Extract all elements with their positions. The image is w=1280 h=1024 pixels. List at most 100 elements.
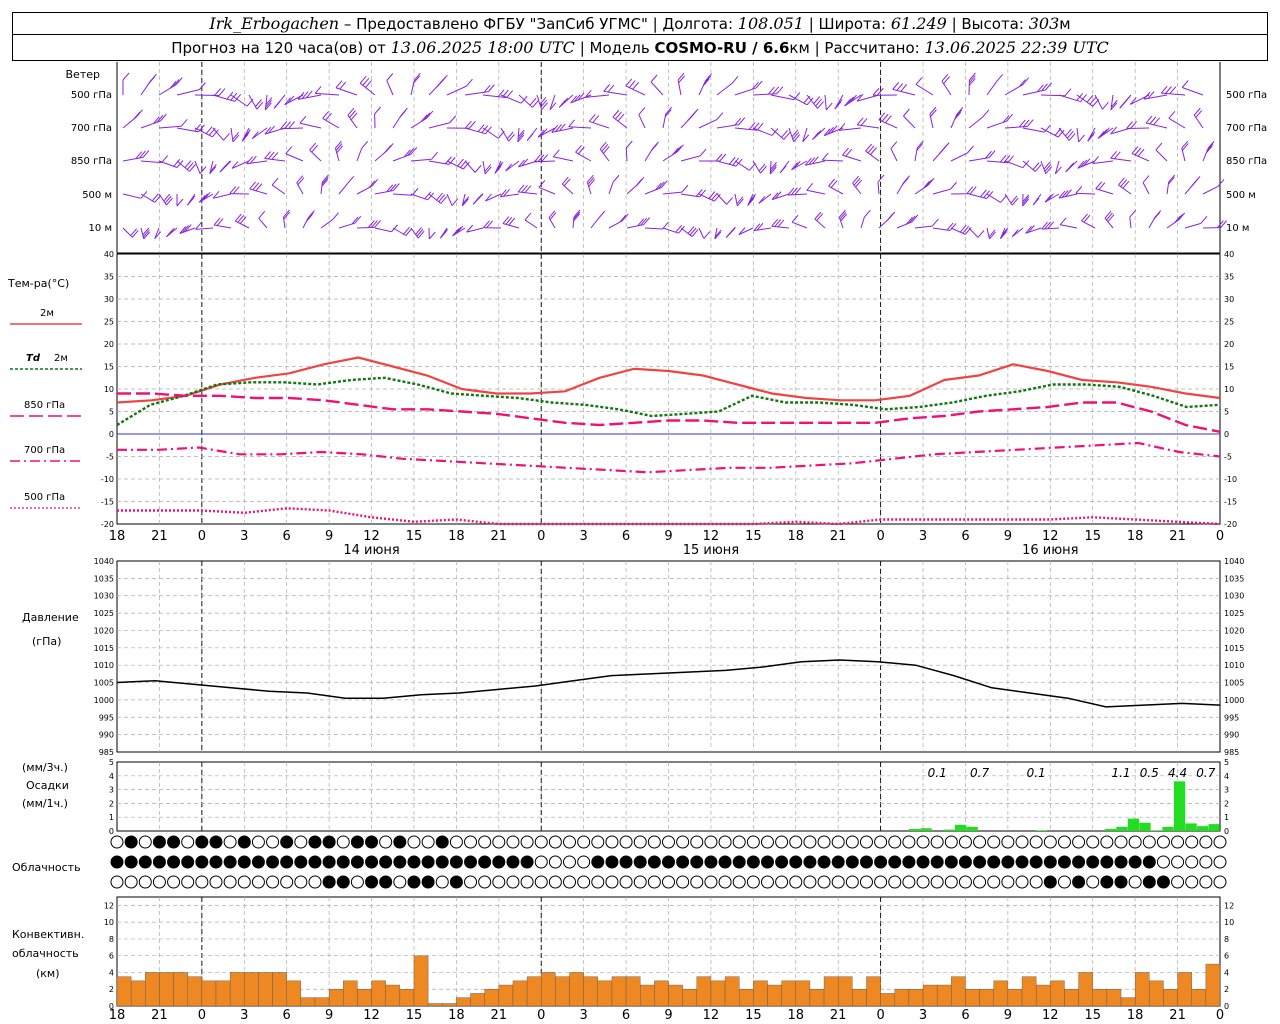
wind-barb-feather xyxy=(234,94,242,102)
pressure-ytick-right: 1020 xyxy=(1224,626,1244,635)
wind-barb xyxy=(1041,227,1060,230)
wind-barb-feather xyxy=(142,227,150,236)
wind-barb-feather xyxy=(923,181,930,189)
wind-barb-feather xyxy=(1047,193,1054,202)
wind-barb xyxy=(1143,94,1168,100)
model-label: | Модель xyxy=(574,38,655,57)
wind-barb xyxy=(625,147,628,162)
temp-ytick-left: 0 xyxy=(109,430,114,439)
wind-barb-feather xyxy=(239,216,247,224)
cloud-icon xyxy=(1043,875,1057,889)
wind-barb-feather xyxy=(1095,181,1103,190)
wind-barb-feather xyxy=(1081,213,1088,222)
cloud-icon xyxy=(1142,875,1156,889)
cloud-icon xyxy=(237,855,251,869)
precip-bar xyxy=(1196,826,1209,831)
wind-barb xyxy=(788,94,808,106)
cloud-icon xyxy=(209,835,223,849)
cloud-icon xyxy=(1156,875,1170,889)
wind-barb-feather xyxy=(814,130,822,138)
xtick-label: 12 xyxy=(703,1008,720,1023)
cloud-icon xyxy=(647,835,661,849)
wind-barb-feather xyxy=(769,166,777,175)
wind-barb-feather xyxy=(906,216,913,225)
wind-barb-feather xyxy=(625,140,633,149)
legend-t850-label: 850 гПа xyxy=(24,400,65,411)
cloud-icon xyxy=(803,855,817,869)
conv-bar xyxy=(1092,989,1108,1007)
wind-barb-feather xyxy=(771,218,778,227)
wind-barb xyxy=(828,185,844,195)
wind-barb-feather xyxy=(335,143,343,151)
pressure-ytick-right: 1005 xyxy=(1224,679,1244,688)
wind-barb-feather xyxy=(237,214,245,223)
wind-barb xyxy=(158,193,167,206)
wind-barb xyxy=(212,193,232,199)
wind-barb-feather xyxy=(1131,146,1139,154)
cloud-icon xyxy=(831,855,845,869)
cloud-icon xyxy=(124,855,138,869)
wind-barb-feather xyxy=(1165,86,1172,94)
cloud-icon xyxy=(421,855,435,869)
wind-barb xyxy=(753,227,772,232)
wind-barb-feather xyxy=(413,72,421,81)
temp-ytick-right: 30 xyxy=(1224,295,1234,304)
cloud-icon xyxy=(930,855,944,869)
wind-barb-feather xyxy=(726,197,733,205)
wind-barb-feather xyxy=(664,109,672,117)
wind-barb-feather xyxy=(748,122,756,130)
cloud-icon xyxy=(506,875,520,889)
wind-barb xyxy=(806,94,818,109)
wind-barb-feather xyxy=(454,227,462,235)
wind-barb-feather xyxy=(265,97,273,105)
wind-barb xyxy=(235,220,250,229)
cloud-icon xyxy=(365,835,379,849)
wind-barb-feather xyxy=(549,212,557,220)
wind-barb-feather xyxy=(770,161,777,170)
cloud-icon xyxy=(916,835,930,849)
provider-lon-label: – Предоставлено ФГБУ "ЗапСиб УГМС" | Дол… xyxy=(339,14,738,33)
wind-barb-feather xyxy=(1041,83,1048,92)
wind-barb xyxy=(1094,94,1103,110)
xtick-label: 0 xyxy=(1216,529,1224,544)
xtick-label: 18 xyxy=(1127,1008,1144,1023)
wind-barb-feather xyxy=(431,151,438,160)
precip-bar xyxy=(966,826,978,831)
wind-barb xyxy=(299,122,322,129)
cloud-icon xyxy=(1171,875,1185,889)
wind-barb-feather xyxy=(977,230,985,238)
wind-barb-feather xyxy=(314,86,322,94)
conv-bar xyxy=(1205,963,1221,1007)
wind-barb xyxy=(1142,182,1150,195)
cloud-icon xyxy=(350,855,364,869)
cloud-icon xyxy=(209,855,223,869)
conv-bar xyxy=(300,997,316,1007)
wind-barb xyxy=(176,89,200,96)
wind-barb-feather xyxy=(772,86,779,95)
wind-barb-feather xyxy=(1059,217,1067,226)
cloud-icon xyxy=(732,835,746,849)
wind-barb-feather xyxy=(719,153,727,162)
wind-barb-feather xyxy=(299,115,307,124)
wind-barb-feather xyxy=(428,231,436,240)
cloud-icon xyxy=(1114,855,1128,869)
conv-bar xyxy=(116,976,132,1007)
wind-barb-feather xyxy=(255,183,263,192)
cloud-icon xyxy=(874,855,888,869)
wind-barb xyxy=(518,191,538,195)
wind-barb-feather xyxy=(758,163,766,172)
longitude-value: 108.051 xyxy=(737,14,804,33)
cloud-icon xyxy=(690,835,704,849)
pressure-ytick-left: 1005 xyxy=(94,679,114,688)
cloud-icon xyxy=(152,835,166,849)
wind-barb-feather xyxy=(771,192,779,200)
conv-bar xyxy=(852,989,867,1007)
conv-ytick-left: 2 xyxy=(109,985,114,994)
xtick-label: 3 xyxy=(240,1008,248,1023)
wind-barb-feather xyxy=(1220,220,1227,228)
wind-barb xyxy=(212,127,224,141)
conv-bar xyxy=(823,976,839,1007)
wind-barb-feather xyxy=(1178,212,1186,221)
wind-barb-feather xyxy=(587,177,595,185)
wind-barb xyxy=(1110,157,1132,162)
